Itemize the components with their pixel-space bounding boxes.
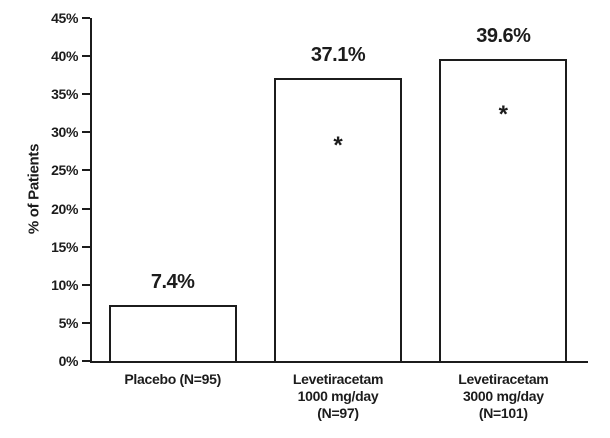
y-tick-mark [82, 169, 90, 172]
y-axis-title: % of Patients [25, 143, 43, 235]
y-tick-label: 25% [51, 162, 78, 179]
plot-area [90, 18, 588, 363]
y-tick-label: 45% [51, 10, 78, 26]
y-tick-mark [82, 131, 90, 134]
significance-asterisk: * [333, 131, 343, 159]
x-category-line: 3000 mg/day [462, 388, 544, 404]
y-tick-label: 15% [51, 238, 78, 255]
x-category-line: 1000 mg/day [297, 388, 379, 404]
y-tick-label: 30% [51, 124, 78, 141]
y-tick-mark [82, 245, 90, 248]
y-tick-mark [82, 93, 90, 96]
x-category-label: Placebo (N=95) [124, 371, 221, 388]
y-tick-mark [82, 321, 90, 324]
bar-value-label: 39.6% [476, 25, 531, 48]
y-tick-mark [82, 360, 90, 362]
y-tick-label: 10% [51, 276, 78, 293]
y-tick-label: 35% [51, 86, 78, 103]
y-tick-mark [82, 17, 90, 19]
bar [439, 59, 568, 361]
y-tick-mark [82, 207, 90, 210]
x-category-label: Levetiracetam 3000 mg/day (N=101) [458, 371, 549, 422]
x-category-line: Placebo (N=95) [124, 371, 221, 387]
y-tick-label: 5% [58, 314, 79, 331]
bar-value-label: 37.1% [310, 44, 366, 67]
bar [274, 78, 402, 361]
y-tick-label: 40% [51, 48, 78, 65]
x-category-line: (N=97) [317, 405, 359, 421]
x-category-line: (N=101) [478, 405, 528, 421]
y-tick-label: 20% [51, 200, 78, 217]
x-category-label: Levetiracetam 1000 mg/day (N=97) [292, 371, 384, 422]
y-tick-label: 0% [58, 353, 79, 369]
y-tick-mark [82, 55, 90, 58]
significance-asterisk: * [498, 101, 508, 129]
x-category-line: Levetiracetam [292, 371, 384, 387]
x-category-line: Levetiracetam [458, 371, 549, 387]
bar-value-label: 7.4% [150, 270, 195, 293]
bar [108, 304, 237, 361]
y-tick-mark [82, 283, 90, 286]
